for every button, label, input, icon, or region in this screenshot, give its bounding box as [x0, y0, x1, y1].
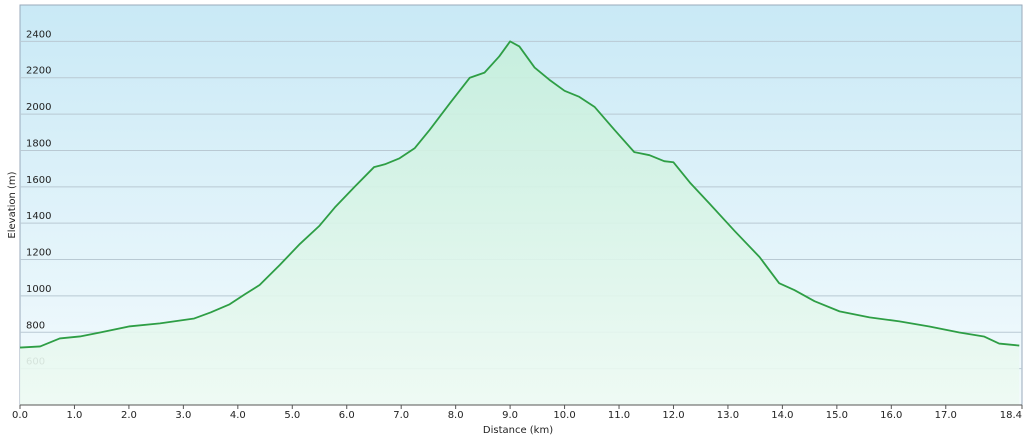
x-tick-label: 7.0	[393, 410, 409, 421]
x-tick-label: 8.0	[448, 410, 464, 421]
x-tick-label: 0.0	[12, 410, 28, 421]
area-fill	[20, 41, 1020, 405]
elevation-line	[19, 40, 1020, 349]
x-tick-label: 1.0	[67, 410, 83, 421]
y-tick-label: 2000	[26, 102, 51, 113]
y-tick-label: 1000	[26, 284, 51, 295]
x-tick-label: 3.0	[175, 410, 191, 421]
x-tick-label: 15.0	[826, 410, 848, 421]
y-tick-label: 800	[26, 320, 45, 331]
y-axis-title: Elevation (m)	[7, 171, 18, 238]
x-tick-label: 2.0	[121, 410, 137, 421]
x-tick-label: 11.0	[608, 410, 630, 421]
y-tick-label: 1400	[26, 211, 51, 222]
x-tick-label: 13.0	[717, 410, 739, 421]
x-tick-label: 12.0	[662, 410, 684, 421]
x-tick-label: 16.0	[880, 410, 902, 421]
y-tick-label: 2400	[26, 29, 51, 40]
x-tick-label: 17.0	[935, 410, 957, 421]
x-tick-label: 10.0	[553, 410, 575, 421]
y-tick-label: 1600	[26, 175, 51, 186]
y-tick-label: 1800	[26, 138, 51, 149]
x-tick-label: 6.0	[339, 410, 355, 421]
x-tick-label: 18.4	[1000, 410, 1022, 421]
x-tick-label: 5.0	[284, 410, 300, 421]
x-tick-label: 14.0	[771, 410, 793, 421]
x-tick-label: 4.0	[230, 410, 246, 421]
x-axis-title: Distance (km)	[483, 425, 553, 436]
y-tick-label: 1200	[26, 248, 51, 259]
y-tick-label: 2200	[26, 66, 51, 77]
x-tick-label: 9.0	[502, 410, 518, 421]
